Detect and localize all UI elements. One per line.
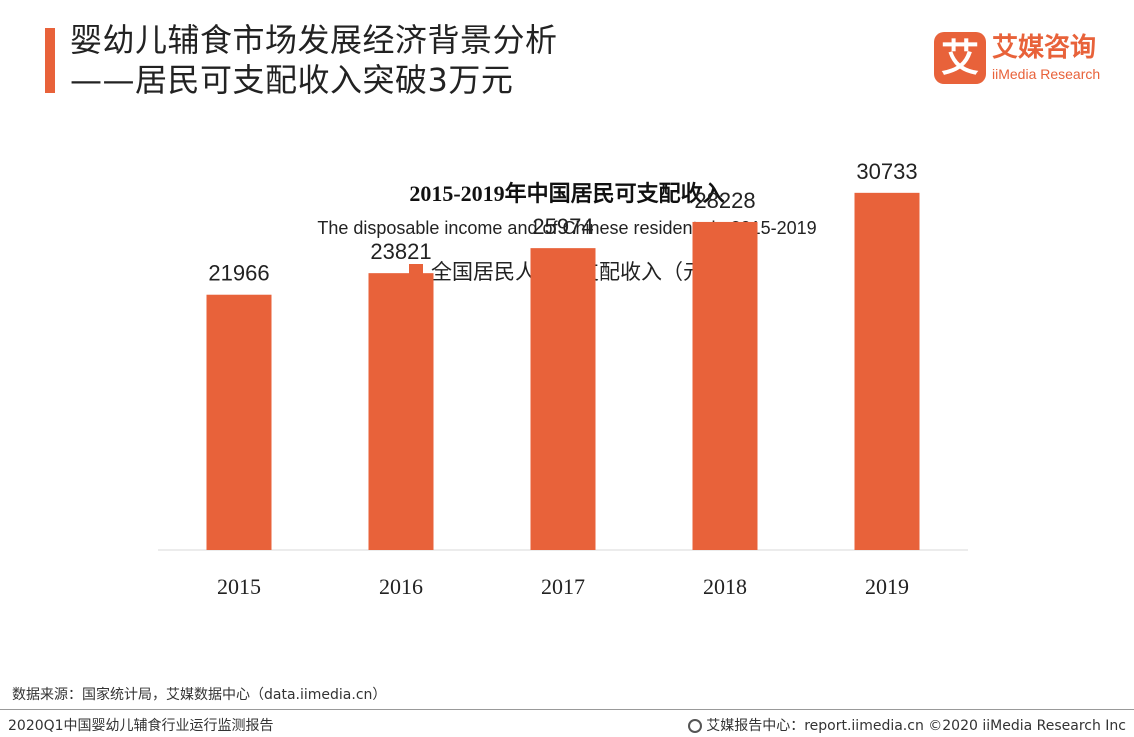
logo-name-cn: 艾媒咨询 [992, 33, 1097, 63]
data-label-2016: 23821 [370, 239, 431, 264]
iimedia-logo: 艾 艾媒咨询 iiMedia Research [934, 32, 1119, 86]
bar-2018 [692, 221, 758, 550]
data-label-2018: 28228 [694, 188, 755, 213]
report-name: 2020Q1中国婴幼儿辅食行业运行监测报告 [8, 718, 274, 734]
data-label-2015: 21966 [208, 261, 269, 286]
bar-2019 [854, 192, 920, 550]
logo-name-en: iiMedia Research [992, 66, 1101, 82]
x-tick-label-2019: 2019 [865, 574, 909, 599]
title-accent-bar [45, 28, 55, 93]
bar-2017 [530, 248, 596, 550]
page-title-line-2: ——居民可支配收入突破3万元 [70, 61, 514, 99]
bar-2015 [206, 294, 272, 550]
chart-subtitle: The disposable income and of Chinese res… [317, 218, 817, 238]
footer-site: 艾媒报告中心：report.iimedia.cn ©2020 iiMedia R… [688, 715, 1126, 735]
data-source: 数据来源：国家统计局，艾媒数据中心（data.iimedia.cn） [12, 687, 387, 703]
globe-icon [688, 719, 703, 733]
x-tick-label-2017: 2017 [541, 574, 585, 599]
footer-site-text: 艾媒报告中心：report.iimedia.cn ©2020 iiMedia R… [706, 718, 1126, 734]
bar-2016 [368, 273, 434, 550]
footer-divider [0, 709, 1134, 710]
data-label-2019: 30733 [856, 159, 917, 184]
logo-mark-icon: 艾 [934, 32, 986, 84]
chart-title: 2015-2019年中国居民可支配收入 [409, 181, 725, 206]
data-label-2017: 25974 [532, 214, 593, 239]
x-tick-label-2015: 2015 [217, 574, 261, 599]
page-title-line-1: 婴幼儿辅食市场发展经济背景分析 [70, 21, 558, 59]
x-tick-label-2018: 2018 [703, 574, 747, 599]
page-title: 婴幼儿辅食市场发展经济背景分析 ——居民可支配收入突破3万元 [70, 20, 558, 100]
x-tick-label-2016: 2016 [379, 574, 423, 599]
